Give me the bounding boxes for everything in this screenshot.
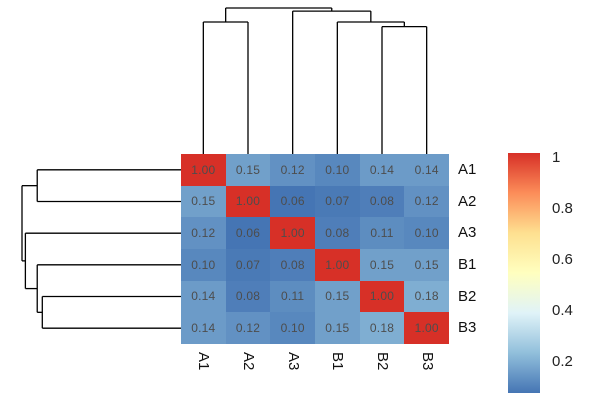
heatmap-cell: 1.00 bbox=[404, 312, 449, 344]
column-label: B3 bbox=[418, 352, 436, 371]
heatmap-grid: 1.00 0.15 0.12 0.10 0.14 0.14 0.15 1.00 0.06 0.07… bbox=[181, 154, 449, 344]
heatmap-cell: 0.07 bbox=[225, 248, 271, 281]
heatmap-cell: 1.00 bbox=[225, 185, 271, 218]
heatmap-cell: 0.10 bbox=[404, 217, 449, 249]
heatmap-cell: 0.07 bbox=[315, 185, 360, 218]
heatmap-cell: 0.11 bbox=[359, 217, 405, 249]
heatmap-cell: 0.15 bbox=[315, 280, 360, 313]
heatmap-cell: 0.10 bbox=[270, 312, 315, 344]
heatmap-cell: 0.15 bbox=[225, 154, 271, 186]
heatmap-cell: 0.12 bbox=[181, 217, 226, 249]
heatmap-cell: 0.14 bbox=[359, 154, 405, 186]
heatmap-cell: 0.10 bbox=[181, 248, 226, 281]
column-label: B1 bbox=[329, 352, 347, 371]
heatmap-cell: 0.11 bbox=[270, 280, 315, 313]
heatmap-cell: 0.08 bbox=[225, 280, 271, 313]
row-label: A1 bbox=[458, 160, 477, 178]
heatmap-cell: 0.12 bbox=[270, 154, 315, 186]
colorbar-tick-label: 0.2 bbox=[552, 353, 573, 371]
heatmap-cell: 0.14 bbox=[181, 280, 226, 313]
heatmap-cell: 0.14 bbox=[404, 154, 449, 186]
heatmap-cell: 1.00 bbox=[270, 217, 315, 249]
heatmap-cell: 1.00 bbox=[315, 248, 360, 281]
heatmap-cell: 0.08 bbox=[315, 217, 360, 249]
heatmap-cell: 0.18 bbox=[359, 312, 405, 344]
colorbar-tick-label: 0.6 bbox=[552, 251, 573, 269]
heatmap-cell: 0.06 bbox=[270, 185, 315, 218]
heatmap-cell: 0.12 bbox=[225, 312, 271, 344]
column-label: A3 bbox=[284, 352, 302, 371]
heatmap-cell: 0.10 bbox=[315, 154, 360, 186]
heatmap-cell: 0.15 bbox=[315, 312, 360, 344]
column-label: A1 bbox=[195, 352, 213, 371]
column-label: B2 bbox=[374, 352, 391, 371]
heatmap-cell: 0.18 bbox=[404, 280, 449, 313]
heatmap-cell: 0.14 bbox=[181, 312, 226, 344]
row-label: B3 bbox=[458, 319, 477, 337]
colorbar-tick-label: 0.8 bbox=[552, 200, 573, 218]
row-label: A2 bbox=[458, 192, 477, 210]
heatmap-cell: 1.00 bbox=[359, 280, 405, 313]
colorbar-gradient bbox=[508, 153, 540, 393]
colorbar-tick-label: 0.4 bbox=[552, 302, 573, 320]
row-label: B2 bbox=[458, 287, 477, 305]
heatmap-cell: 0.08 bbox=[270, 248, 315, 281]
heatmap-cell: 0.15 bbox=[404, 248, 449, 281]
heatmap-cell: 0.08 bbox=[359, 185, 405, 218]
row-label: A3 bbox=[458, 224, 477, 242]
heatmap-cell: 1.00 bbox=[181, 154, 226, 186]
heatmap-cell: 0.12 bbox=[404, 185, 449, 218]
heatmap-cell: 0.15 bbox=[181, 185, 226, 218]
heatmap-cell: 0.06 bbox=[225, 217, 271, 249]
column-label: A2 bbox=[240, 352, 257, 371]
colorbar-tick-label: 1 bbox=[552, 149, 561, 166]
row-label: B1 bbox=[458, 255, 477, 273]
heatmap-cell: 0.15 bbox=[359, 248, 405, 281]
